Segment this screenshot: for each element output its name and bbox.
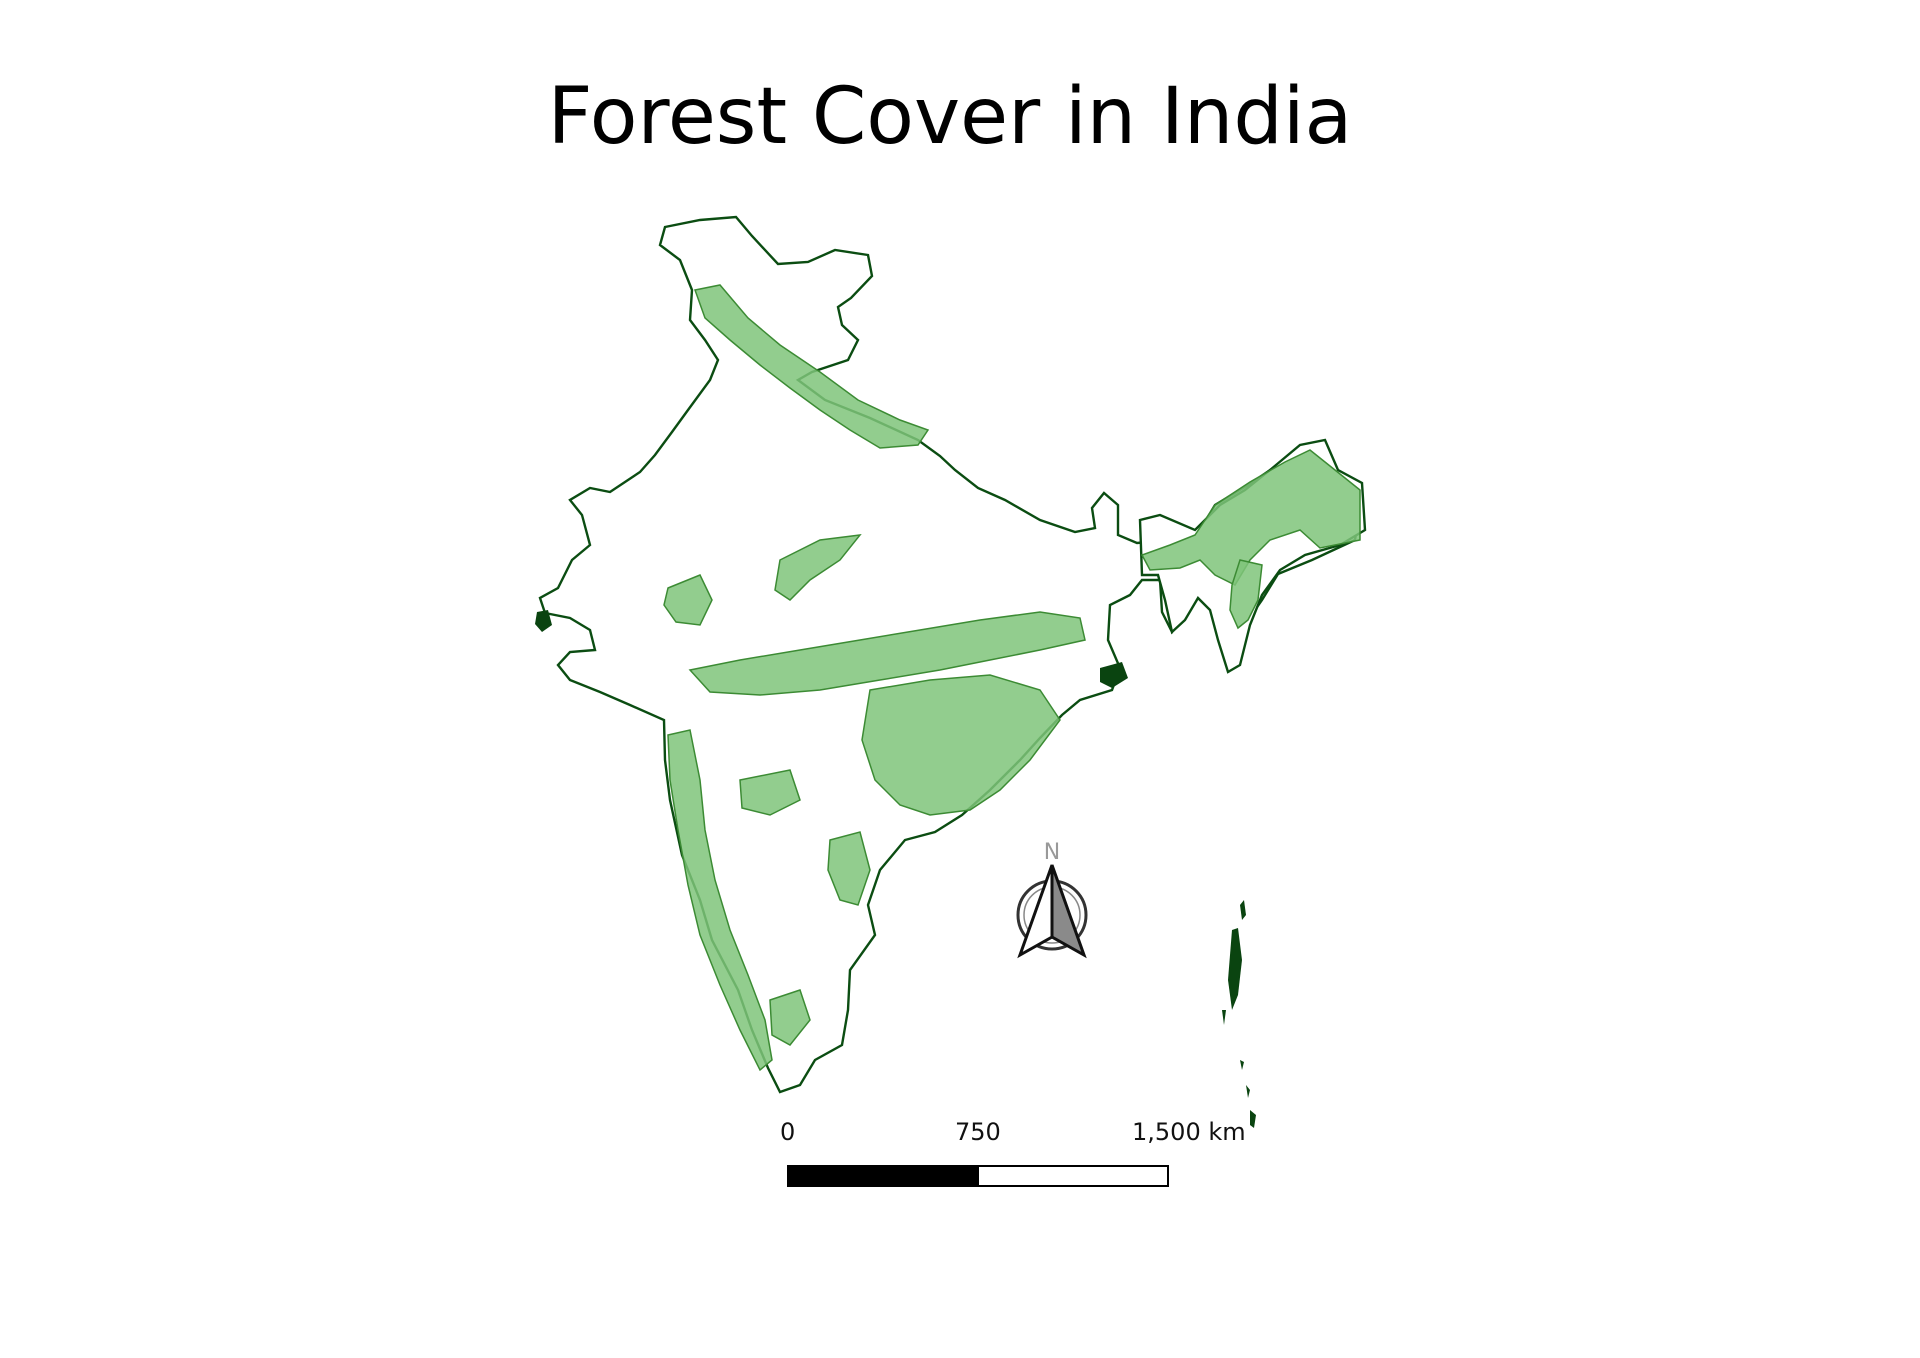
north-arrow: N — [1016, 840, 1088, 959]
scale-label-0: 0 — [780, 1118, 796, 1146]
forest-northeast-south — [1229, 559, 1263, 630]
forest-south-patch — [827, 831, 871, 906]
dense-patch-gujarat — [535, 610, 552, 632]
dense-patch-sundarbans — [1100, 662, 1128, 688]
forest-west-patch — [663, 574, 713, 626]
forest-central-belt — [688, 611, 1086, 696]
scale-bar — [787, 1165, 1169, 1187]
scale-label-750: 750 — [955, 1118, 1001, 1146]
forest-northeast — [1140, 449, 1361, 586]
map-title: Forest Cover in India — [547, 72, 1353, 162]
scale-label-1500: 1,500 km — [1132, 1118, 1246, 1146]
forest-western-ghats — [667, 729, 773, 1072]
north-arrow-label: N — [1044, 840, 1060, 865]
forest-himalaya — [694, 284, 930, 449]
forest-south-patch-2 — [769, 989, 811, 1046]
forest-deccan-patch — [739, 769, 801, 816]
andaman-nicobar-islands — [1222, 900, 1256, 1128]
forest-east-central — [861, 674, 1061, 816]
forest-central-north — [774, 534, 862, 601]
